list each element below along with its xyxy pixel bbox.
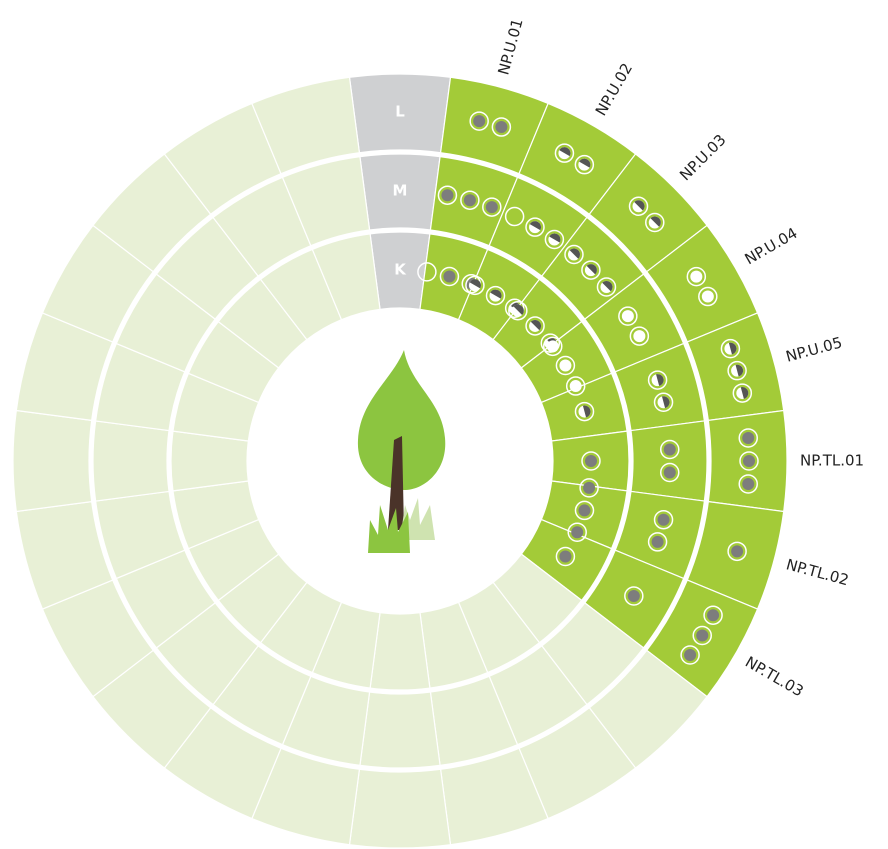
- dot: [690, 271, 702, 283]
- dot: [486, 201, 498, 213]
- dot: [684, 649, 696, 661]
- segment-label: NP.TL.02: [784, 555, 851, 589]
- dot: [559, 360, 571, 372]
- dot: [742, 432, 754, 444]
- dot: [464, 194, 476, 206]
- dot: [570, 380, 582, 392]
- cell: [349, 769, 450, 848]
- tree-icon: [358, 350, 445, 553]
- dot: [571, 526, 583, 538]
- cell: [360, 692, 440, 768]
- cell: [93, 421, 169, 501]
- ring-label: L: [395, 103, 405, 121]
- segment-label: NP.TL.01: [800, 452, 864, 470]
- segment-label: NP.U.01: [494, 17, 526, 77]
- dot: [743, 455, 755, 467]
- dot: [633, 330, 645, 342]
- segment-label: NP.TL.03: [742, 653, 806, 701]
- dot: [443, 271, 455, 283]
- competency-wheel: K M L NP.U.01 NP.U.02 NP.U.03 NP.U.04 NP.U.05 NP…: [0, 0, 888, 849]
- dot: [742, 478, 754, 490]
- dot: [707, 609, 719, 621]
- cell: [13, 410, 92, 511]
- dot: [658, 514, 670, 526]
- dot: [559, 551, 571, 563]
- ring-label: M: [393, 182, 408, 200]
- dot: [622, 310, 634, 322]
- dot: [578, 504, 590, 516]
- segment-label: NP.U.04: [742, 224, 801, 268]
- dot: [664, 466, 676, 478]
- dot: [652, 536, 664, 548]
- segment-label: NP.U.05: [784, 333, 844, 365]
- ring-label: K: [394, 261, 407, 279]
- cell: [631, 421, 707, 501]
- dot: [583, 482, 595, 494]
- dot: [696, 630, 708, 642]
- dot: [547, 340, 559, 352]
- dot: [731, 545, 743, 557]
- dot: [664, 444, 676, 456]
- dot: [702, 291, 714, 303]
- dot: [441, 189, 453, 201]
- segment-label: NP.U.02: [592, 60, 636, 119]
- dot: [585, 455, 597, 467]
- dot: [628, 590, 640, 602]
- dot: [473, 115, 485, 127]
- segment-label: NP.U.03: [676, 131, 729, 184]
- dot: [495, 121, 507, 133]
